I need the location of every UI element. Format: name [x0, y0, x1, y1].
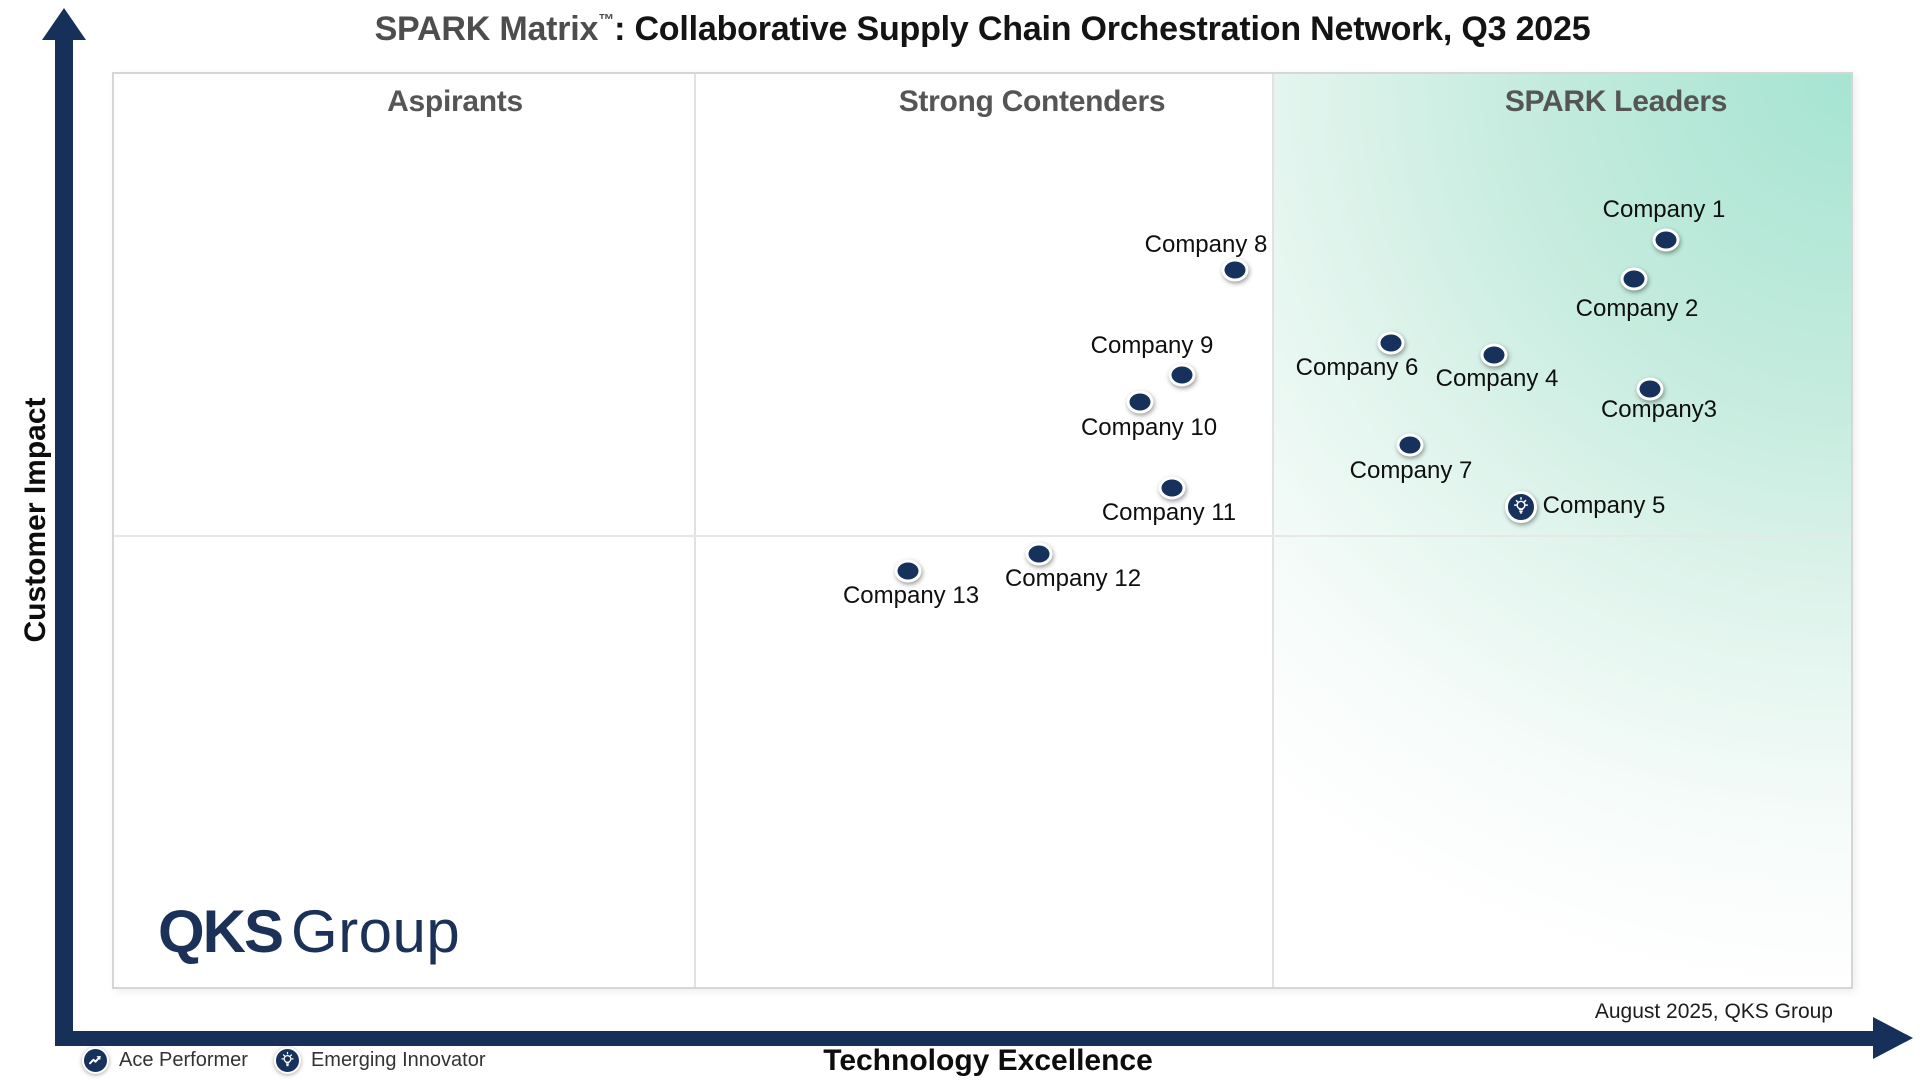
company-dot: [1221, 258, 1249, 282]
quadrant-label-aspirants: Aspirants: [387, 85, 523, 118]
logo-group: Group: [291, 898, 461, 965]
company-label: Company 11: [1101, 499, 1237, 526]
company-dot: [1636, 377, 1664, 401]
company-dot: [1025, 542, 1053, 566]
company-dot: [894, 559, 922, 583]
trademark-symbol: ™: [598, 12, 615, 29]
company-dot: [1480, 343, 1508, 367]
company-label: Company 1: [1602, 196, 1726, 223]
quadrant-label-spark-leaders: SPARK Leaders: [1504, 85, 1728, 118]
company-label: Company 12: [1004, 565, 1142, 592]
company-label: Company 8: [1144, 231, 1268, 258]
company-dot: [1396, 433, 1424, 457]
company-label: Company 7: [1349, 457, 1473, 484]
qks-group-logo: QKS Group: [158, 900, 460, 964]
legend-label: Emerging Innovator: [310, 1049, 486, 1071]
lightbulb-icon: [1513, 497, 1529, 514]
y-axis-label: Customer Impact: [19, 397, 52, 643]
quadrant-divider-horizontal: [114, 535, 1851, 537]
company-dot: [1126, 390, 1154, 414]
footer-note: August 2025, QKS Group: [1594, 1000, 1833, 1023]
company-label: Company3: [1600, 396, 1718, 423]
logo-qks: QKS: [158, 898, 284, 965]
company-dot: [1158, 476, 1186, 500]
emerging-innovator-icon: [273, 1047, 301, 1074]
quadrant-divider-vertical-2: [1272, 74, 1274, 987]
emerging-innovator-badge-icon: [1505, 491, 1537, 523]
company-label: Company 10: [1080, 414, 1218, 441]
company-dot: [1168, 363, 1196, 387]
company-label: Company 4: [1435, 365, 1559, 392]
quadrant-divider-vertical-1: [694, 74, 696, 987]
company-label: Company 9: [1090, 332, 1214, 359]
spark-leaders-gradient: [1272, 74, 1851, 987]
plot-area: Aspirants Strong Contenders SPARK Leader…: [112, 72, 1853, 989]
legend-item-emerging-innovator: Emerging Innovator: [273, 1047, 486, 1074]
company-dot: [1620, 267, 1648, 291]
x-axis-label: Technology Excellence: [823, 1044, 1153, 1077]
y-axis-line: [55, 36, 73, 1046]
y-axis-arrowhead-icon: [42, 8, 86, 40]
x-axis-arrowhead-icon: [1873, 1017, 1913, 1059]
legend-item-ace-performer: Ace Performer: [82, 1047, 248, 1074]
chart-title: SPARK Matrix™: Collaborative Supply Chai…: [112, 10, 1853, 49]
company-label: Company 13: [842, 582, 980, 609]
ace-performer-icon: [82, 1047, 109, 1074]
company-dot: [1652, 228, 1680, 252]
company-label: Company 6: [1295, 354, 1419, 381]
title-brand: SPARK Matrix: [374, 10, 599, 48]
company-label: Company 5: [1542, 492, 1666, 519]
x-axis-line: [55, 1031, 1875, 1046]
company-dot: [1377, 331, 1405, 355]
quadrant-label-strong-contenders: Strong Contenders: [898, 85, 1166, 118]
legend: Ace Performer Emerging Innovator: [82, 1047, 485, 1074]
legend-label: Ace Performer: [119, 1049, 248, 1071]
title-rest: : Collaborative Supply Chain Orchestrati…: [614, 10, 1591, 48]
company-label: Company 2: [1575, 295, 1699, 322]
